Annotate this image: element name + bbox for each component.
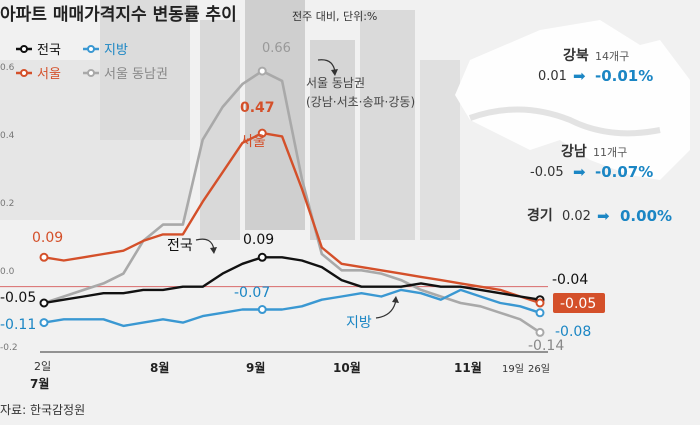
- data-label-national-peak: 0.09: [243, 232, 274, 248]
- series-line-gangnam: [43, 69, 541, 334]
- data-label-seoul-end: -0.05: [560, 296, 596, 312]
- y-tick-label: -0.2: [0, 343, 18, 353]
- series-layer: [43, 69, 541, 334]
- data-label-national-start: -0.05: [0, 290, 36, 306]
- legend-label-gangnam: 서울 동남권: [104, 67, 168, 82]
- pointer-arrow-region: [375, 299, 397, 319]
- arrowhead-gangnam: [331, 69, 338, 76]
- region-name: 경기: [527, 207, 553, 224]
- x-tick-label: 7월: [30, 376, 49, 391]
- region-gangbuk: 강북 14개구 0.01 ➡ -0.01%: [538, 47, 653, 85]
- data-point-region: [257, 305, 267, 315]
- data-point-gangnam: [535, 327, 545, 337]
- data-point-seoul: [39, 252, 49, 262]
- legend-item-seoul: 서울: [16, 67, 61, 82]
- y-tick-label: 0.0: [0, 267, 15, 277]
- region-name: 강북: [563, 47, 589, 64]
- legend-item-gangnam: 서울 동남권: [83, 67, 168, 82]
- data-point-region: [39, 318, 49, 328]
- seoul-map-shape: [455, 20, 690, 180]
- series-label-gangnam: 서울 동남권: [306, 76, 365, 90]
- chart-title: 아파트 매매가격지수 변동률 추이: [0, 5, 237, 25]
- y-tick-label: 0.4: [0, 131, 15, 141]
- data-point-national: [39, 298, 49, 308]
- x-axis: 2일 7월 8월 9월 10월 11월 19일 26일: [30, 359, 550, 391]
- region-gangnam: 강남 11개구 -0.05 ➡ -0.07%: [530, 143, 653, 181]
- arrow-right-icon: ➡: [573, 163, 586, 181]
- source-note: 자료: 한국감정원: [0, 403, 85, 417]
- region-district-count: 11개구: [593, 146, 627, 159]
- arrow-right-icon: ➡: [597, 207, 610, 225]
- seoul-end-badge: -0.05: [553, 293, 605, 313]
- data-point-gangnam: [257, 66, 267, 76]
- series-label-seoul: 서울: [240, 134, 266, 150]
- region-current-value: 0.00%: [620, 207, 672, 225]
- legend-item-region: 지방: [83, 43, 128, 58]
- series-line-seoul: [43, 131, 541, 305]
- series-label-national: 전국: [167, 238, 193, 254]
- legend-item-national: 전국: [16, 43, 61, 58]
- marker-layer: [39, 66, 545, 337]
- region-prev-value: -0.05: [530, 165, 564, 180]
- arrowhead-national: [210, 247, 217, 254]
- legend-label-seoul: 서울: [37, 67, 61, 82]
- data-label-seoul-start: 0.09: [32, 230, 63, 246]
- y-tick-label: 0.6: [0, 63, 15, 73]
- region-name: 강남: [561, 143, 587, 160]
- data-point-seoul: [257, 128, 267, 138]
- region-gyeonggi: 경기 0.02 ➡ 0.00%: [527, 207, 672, 225]
- x-tick-label: 19일: [502, 363, 524, 375]
- data-label-region-start: -0.11: [0, 317, 36, 333]
- legend: 전국 지방 서울 서울 동남권: [16, 43, 168, 82]
- y-axis: 0.6 0.4 0.2 0.0 -0.2: [0, 63, 18, 353]
- region-prev-value: 0.01: [538, 69, 567, 84]
- arrowhead-region: [392, 296, 399, 303]
- legend-label-region: 지방: [104, 43, 128, 58]
- region-current-value: -0.07%: [595, 163, 653, 181]
- data-label-gangnam-end: -0.14: [528, 338, 564, 354]
- value-labels: 0.66 0.47 0.09 -0.07 0.09 -0.05 -0.11 -0…: [0, 41, 591, 354]
- data-label-region-end: -0.08: [555, 324, 591, 340]
- data-label-region-peak: -0.07: [234, 285, 270, 301]
- seoul-river: [468, 106, 661, 137]
- region-prev-value: 0.02: [562, 209, 591, 224]
- data-label-seoul-peak: 0.47: [240, 100, 275, 116]
- x-tick-label: 9월: [246, 360, 265, 375]
- y-tick-label: 0.2: [0, 199, 14, 209]
- data-point-national: [257, 252, 267, 262]
- region-current-value: -0.01%: [595, 67, 653, 85]
- series-line-region: [43, 288, 541, 328]
- series-label-gangnam-districts: (강남·서초·송파·강동): [306, 95, 415, 109]
- arrow-right-icon: ➡: [573, 67, 586, 85]
- series-line-national: [43, 256, 541, 305]
- x-tick-label: 26일: [528, 363, 550, 375]
- data-point-region: [535, 308, 545, 318]
- x-tick-label: 10월: [333, 360, 361, 375]
- data-label-national-end: -0.04: [552, 272, 588, 288]
- data-point-seoul: [535, 298, 545, 308]
- data-label-gangnam-peak: 0.66: [262, 41, 291, 56]
- legend-label-national: 전국: [37, 43, 61, 58]
- chart-subtitle: 전주 대비, 단위:%: [292, 10, 377, 23]
- x-tick-label: 11월: [454, 360, 482, 375]
- region-district-count: 14개구: [595, 50, 629, 63]
- x-tick-label: 2일: [34, 359, 51, 373]
- series-label-region: 지방: [346, 315, 372, 331]
- x-tick-label: 8월: [150, 360, 169, 375]
